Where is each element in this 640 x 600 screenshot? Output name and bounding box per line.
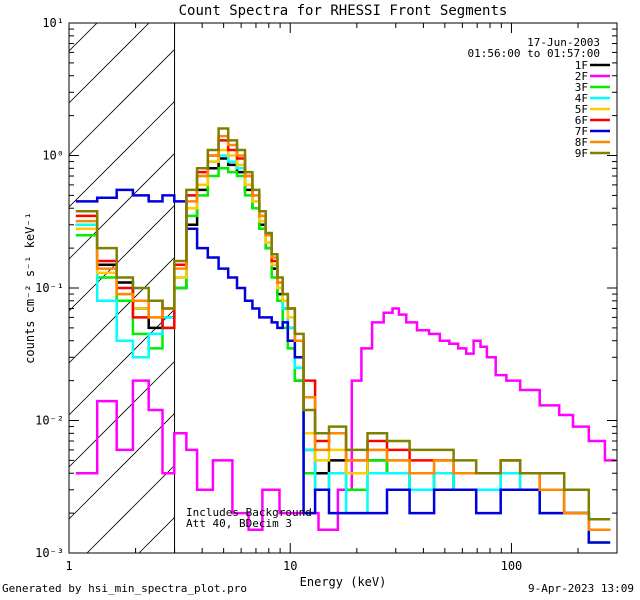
legend-label-8F: 8F — [575, 136, 588, 149]
legend-label-9F: 9F — [575, 147, 588, 160]
legend-date: 17-Jun-2003 — [527, 36, 600, 49]
hatch-line — [86, 465, 175, 553]
legend-label-6F: 6F — [575, 114, 588, 127]
hatch-line — [69, 361, 175, 468]
legend-label-5F: 5F — [575, 103, 588, 116]
y-tick-label: 10⁻² — [35, 414, 64, 428]
x-tick-label: 100 — [501, 559, 523, 573]
series-7F — [75, 188, 611, 544]
y-axis-label: counts cm⁻² s⁻¹ keV⁻¹ — [23, 212, 37, 364]
legend-label-7F: 7F — [575, 125, 588, 138]
hatch-line — [69, 205, 175, 312]
annotation-attenuator: Att 40, BDecim 3 — [186, 517, 292, 530]
legend-label-1F: 1F — [575, 59, 588, 72]
hatch-line — [69, 23, 98, 52]
y-tick-label: 10⁰ — [42, 149, 64, 163]
series-2F — [75, 307, 616, 531]
legend-label-3F: 3F — [575, 81, 588, 94]
y-tick-label: 10¹ — [42, 16, 64, 30]
series-layer — [75, 127, 616, 544]
axis-ticks: 1 10 100 10⁻³ 10⁻² 10⁻¹ 10⁰ 10¹ — [35, 16, 618, 573]
annotation-background: Includes Background — [186, 506, 312, 519]
y-tick-label: 10⁻¹ — [35, 281, 64, 295]
x-axis-label: Energy (keV) — [300, 575, 387, 589]
legend-label-4F: 4F — [575, 92, 588, 105]
hatch-line — [69, 23, 150, 104]
x-tick-label: 1 — [65, 559, 72, 573]
hatch-line — [69, 309, 175, 416]
hatch-line — [69, 413, 175, 520]
chart-title: Count Spectra for RHESSI Front Segments — [179, 3, 508, 19]
legend-time-range: 01:56:00 to 01:57:00 — [468, 47, 600, 60]
legend: 17-Jun-2003 01:56:00 to 01:57:00 1F2F3F4… — [468, 36, 610, 160]
legend-label-2F: 2F — [575, 70, 588, 83]
hatch-line — [138, 517, 175, 553]
footer-generated-by: Generated by hsi_min_spectra_plot.pro — [2, 582, 248, 595]
hatch-line — [69, 49, 175, 156]
hatch-line — [69, 257, 175, 364]
series-9F — [75, 127, 611, 521]
y-tick-label: 10⁻³ — [35, 546, 64, 560]
hatch-line — [69, 101, 175, 208]
footer-timestamp: 9-Apr-2023 13:09 — [528, 582, 634, 595]
x-tick-label: 10 — [283, 559, 297, 573]
hatch-line — [69, 153, 175, 260]
